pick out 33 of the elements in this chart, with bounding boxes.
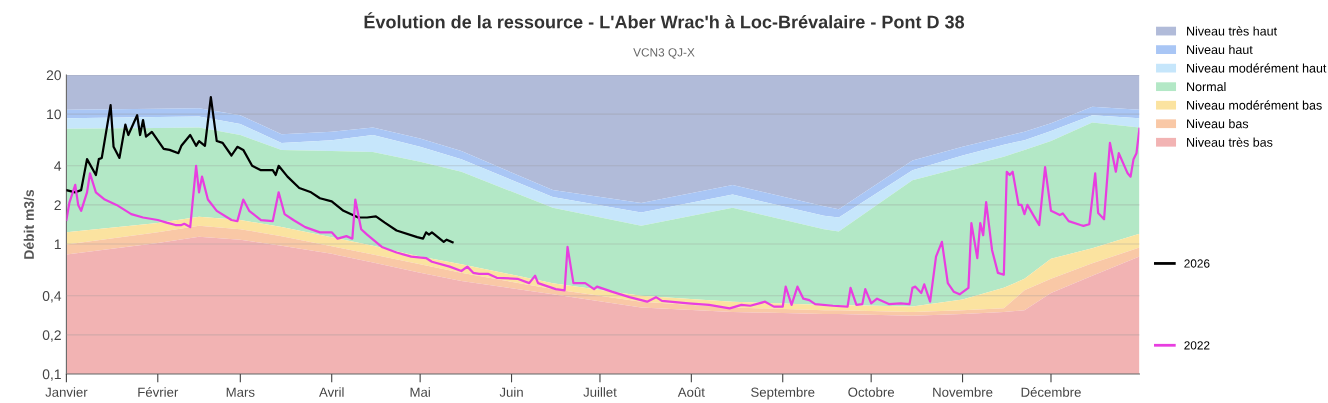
x-tick-label: Mai	[410, 387, 430, 397]
y-axis-title: Débit m3/s	[23, 189, 35, 259]
y-tick-label: 20	[46, 70, 61, 81]
x-tick-label: Février	[138, 387, 179, 397]
x-tick-label: Octobre	[848, 387, 895, 397]
x-tick-label: Septembre	[751, 387, 815, 400]
y-tick-label: 4	[54, 161, 62, 171]
legend-label: 2022	[1184, 341, 1210, 350]
x-tick-label: Novembre	[933, 387, 993, 397]
y-tick-label: 0,1	[42, 369, 61, 381]
y-tick-label: 10	[47, 109, 61, 120]
x-tick-label: Avril	[319, 387, 344, 397]
chart-subtitle: VCN3 QJ-X	[633, 48, 695, 59]
y-tick-label: 0,4	[42, 291, 62, 303]
y-tick-label: 2	[54, 200, 61, 210]
x-tick-label: Août	[677, 387, 705, 397]
legend-label: Niveau très bas	[1187, 137, 1273, 147]
x-tick-label: Janvier	[45, 387, 88, 397]
legend-label: Niveau modérément bas	[1187, 100, 1322, 110]
legend-label: Normal	[1187, 81, 1226, 92]
y-tick-label: 0,2	[42, 330, 61, 342]
chart-title: Évolution de la ressource - L'Aber Wrac'h à Loc-Brévalaire - Pont D 38	[364, 12, 965, 29]
legend-label: Niveau haut	[1187, 44, 1253, 55]
x-tick-label: Juillet	[583, 387, 617, 397]
legend-label: Niveau modérément haut	[1187, 63, 1327, 73]
line-series	[66, 96, 454, 244]
x-tick-label: Décembre	[1021, 387, 1081, 397]
legend-label: Niveau très haut	[1187, 26, 1277, 36]
legend-label: Niveau bas	[1187, 119, 1249, 129]
x-tick-label: Mars	[226, 387, 255, 397]
y-tick-label: 1	[54, 239, 61, 250]
legend-label: 2026	[1184, 259, 1210, 268]
x-tick-label: Juin	[499, 387, 523, 397]
